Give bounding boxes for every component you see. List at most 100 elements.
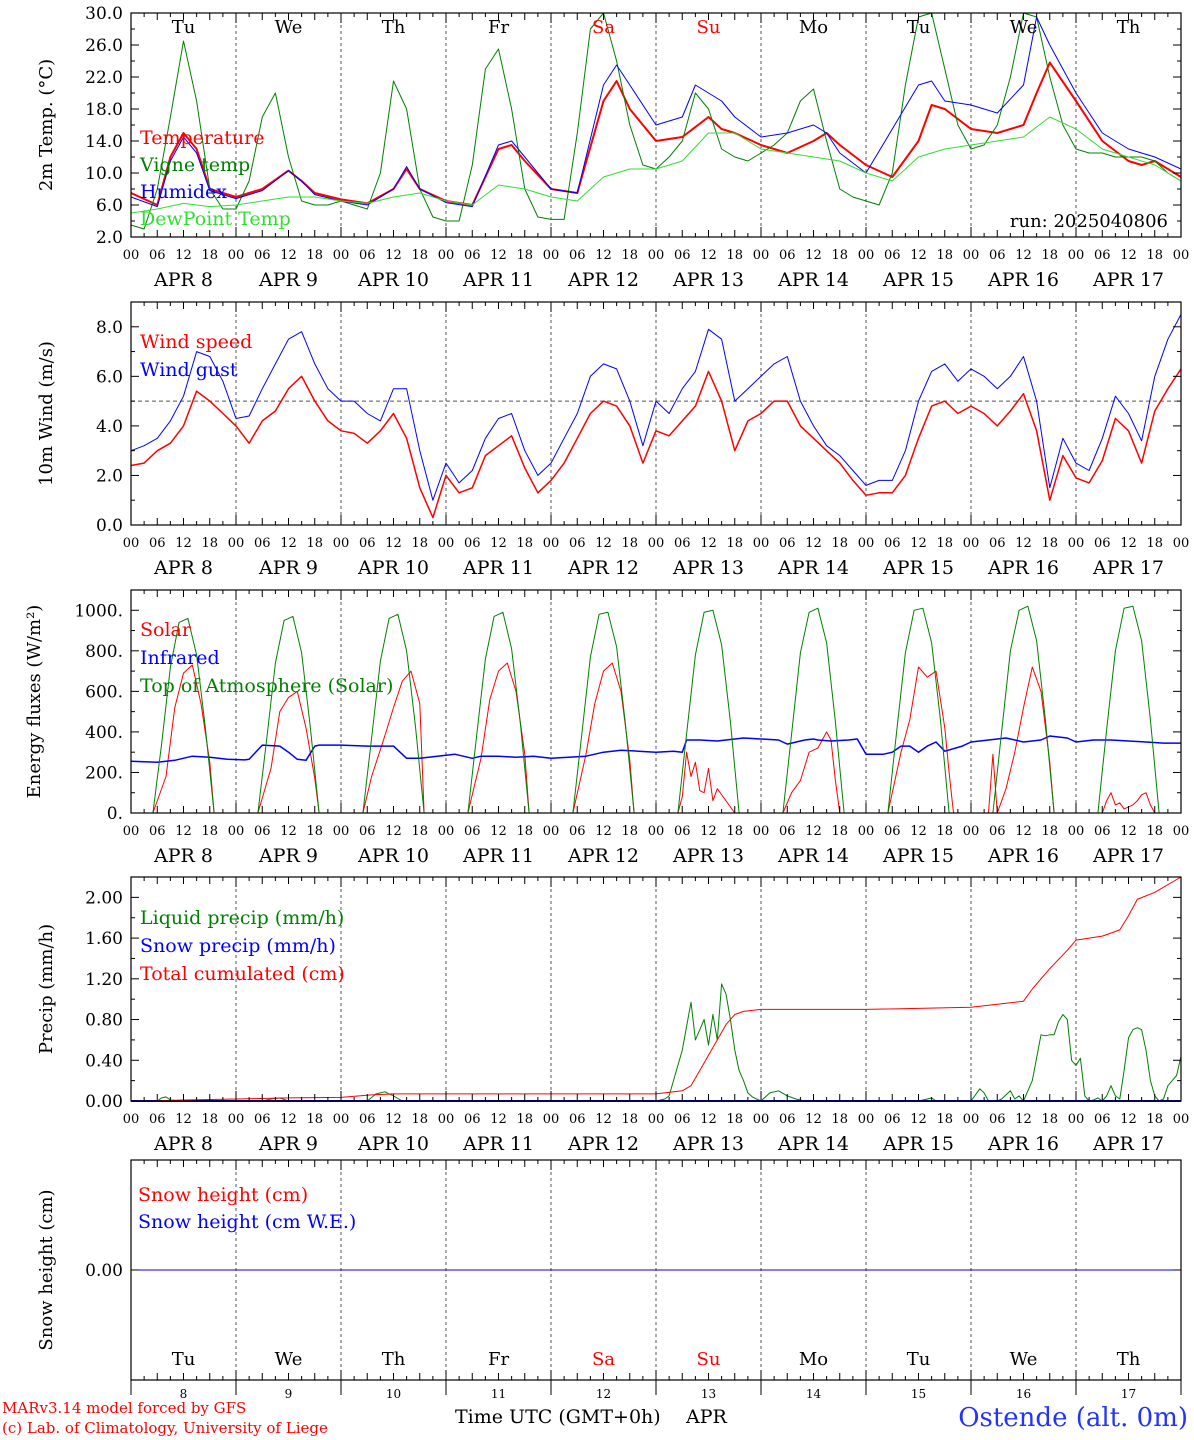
y-tick-label: 2.0 bbox=[96, 228, 123, 248]
hour-tick-label: 06 bbox=[359, 824, 376, 839]
hour-tick-label: 12 bbox=[805, 536, 822, 551]
date-label: APR 14 bbox=[777, 845, 849, 867]
legend-entry: Liquid precip (mm/h) bbox=[140, 907, 344, 929]
date-label: APR 12 bbox=[567, 557, 639, 579]
weekday-label: Tu bbox=[907, 1349, 931, 1370]
hour-tick-label: 00 bbox=[438, 824, 455, 839]
y-tick-label: 30.0 bbox=[85, 4, 123, 24]
hour-tick-label: 06 bbox=[1094, 536, 1111, 551]
weekday-label: We bbox=[275, 17, 303, 38]
hour-tick-label: 18 bbox=[201, 1112, 218, 1127]
y-tick-label: 2.0 bbox=[96, 466, 123, 486]
hour-tick-label: 18 bbox=[726, 1112, 743, 1127]
run-label: run: 2025040806 bbox=[1010, 211, 1168, 232]
hour-tick-label: 18 bbox=[726, 248, 743, 263]
hour-tick-label: 12 bbox=[910, 1112, 927, 1127]
weekday-label: Th bbox=[382, 1349, 406, 1370]
hour-tick-label: 18 bbox=[516, 536, 533, 551]
hour-tick-label: 12 bbox=[385, 1112, 402, 1127]
hour-tick-label: 18 bbox=[411, 248, 428, 263]
hour-tick-label: 06 bbox=[254, 824, 271, 839]
hour-tick-label: 18 bbox=[936, 536, 953, 551]
hour-tick-label: 12 bbox=[1015, 824, 1032, 839]
weekday-label: Tu bbox=[172, 1349, 196, 1370]
series-line-dewpoint-temp bbox=[130, 116, 1182, 214]
weekday-label: Th bbox=[1117, 17, 1141, 38]
hour-tick-label: 18 bbox=[516, 824, 533, 839]
hour-tick-label: 00 bbox=[1173, 248, 1190, 263]
hour-tick-label: 12 bbox=[805, 1112, 822, 1127]
y-tick-label: 400. bbox=[85, 723, 123, 743]
month-label: APR bbox=[685, 1406, 728, 1428]
hour-tick-label: 18 bbox=[306, 824, 323, 839]
hour-tick-label: 06 bbox=[359, 248, 376, 263]
hour-tick-label: 06 bbox=[674, 824, 691, 839]
hour-tick-label: 18 bbox=[201, 824, 218, 839]
date-label: APR 11 bbox=[462, 557, 534, 579]
hour-tick-label: 06 bbox=[149, 536, 166, 551]
hour-tick-label: 18 bbox=[726, 824, 743, 839]
date-label: APR 13 bbox=[672, 1133, 744, 1155]
day-number-label: 17 bbox=[1121, 1387, 1136, 1401]
date-label: APR 8 bbox=[153, 269, 213, 291]
hour-tick-label: 18 bbox=[306, 1112, 323, 1127]
legend-entry: Snow precip (mm/h) bbox=[140, 935, 336, 957]
hour-tick-label: 12 bbox=[1120, 824, 1137, 839]
hour-tick-label: 18 bbox=[1041, 248, 1058, 263]
hour-tick-label: 18 bbox=[1041, 536, 1058, 551]
hour-tick-label: 00 bbox=[543, 536, 560, 551]
hour-tick-label: 00 bbox=[753, 824, 770, 839]
hour-tick-label: 12 bbox=[595, 1112, 612, 1127]
panel-frame bbox=[130, 301, 1182, 526]
weekday-label: Th bbox=[382, 17, 406, 38]
hour-tick-label: 06 bbox=[674, 536, 691, 551]
hour-tick-label: 18 bbox=[621, 1112, 638, 1127]
hour-tick-label: 00 bbox=[753, 248, 770, 263]
y-axis-label: 2m Temp. (°C) bbox=[36, 59, 57, 191]
hour-tick-label: 00 bbox=[1068, 824, 1085, 839]
weekday-label: Mo bbox=[799, 17, 828, 38]
hour-tick-label: 12 bbox=[490, 824, 507, 839]
weekday-label: Su bbox=[697, 17, 721, 38]
y-tick-label: 18.0 bbox=[85, 100, 123, 120]
date-label: APR 11 bbox=[462, 1133, 534, 1155]
hour-tick-label: 00 bbox=[333, 248, 350, 263]
hour-tick-label: 18 bbox=[1146, 1112, 1163, 1127]
y-axis-label: Energy fluxes (W/m²) bbox=[24, 605, 45, 799]
hour-tick-label: 12 bbox=[1120, 536, 1137, 551]
y-tick-label: 6.0 bbox=[96, 367, 123, 387]
text-layer: 2.0 6.0 10.0 14.0 18.0 22.0 26.0 30.0 2m Temp. (… bbox=[24, 4, 1189, 1401]
day-number-label: 15 bbox=[911, 1387, 926, 1401]
hour-tick-label: 06 bbox=[359, 536, 376, 551]
y-axis-label: Precip (mm/h) bbox=[36, 924, 57, 1054]
hour-tick-label: 00 bbox=[648, 824, 665, 839]
hour-tick-label: 12 bbox=[700, 536, 717, 551]
hour-tick-label: 12 bbox=[385, 248, 402, 263]
hour-tick-label: 00 bbox=[1173, 824, 1190, 839]
hour-tick-label: 06 bbox=[569, 536, 586, 551]
y-axis-label: 10m Wind (m/s) bbox=[36, 341, 57, 486]
hour-tick-label: 18 bbox=[306, 536, 323, 551]
weekday-label: Sa bbox=[592, 1349, 615, 1370]
date-label: APR 17 bbox=[1092, 845, 1164, 867]
hour-tick-label: 06 bbox=[1094, 824, 1111, 839]
hour-tick-label: 00 bbox=[228, 536, 245, 551]
hour-tick-label: 00 bbox=[1068, 1112, 1085, 1127]
date-label: APR 16 bbox=[987, 269, 1059, 291]
legend-entry: Solar bbox=[140, 619, 192, 641]
y-tick-label: 600. bbox=[85, 682, 123, 702]
hour-tick-label: 18 bbox=[936, 1112, 953, 1127]
legend-entry: Snow height (cm W.E.) bbox=[138, 1211, 356, 1233]
hour-tick-label: 06 bbox=[779, 824, 796, 839]
hour-tick-label: 00 bbox=[963, 824, 980, 839]
hour-tick-label: 00 bbox=[963, 1112, 980, 1127]
hour-tick-label: 00 bbox=[1173, 1112, 1190, 1127]
hour-tick-label: 06 bbox=[884, 1112, 901, 1127]
hour-tick-label: 18 bbox=[1146, 824, 1163, 839]
date-label: APR 17 bbox=[1092, 269, 1164, 291]
weekday-label: Mo bbox=[799, 1349, 828, 1370]
hour-tick-label: 12 bbox=[700, 1112, 717, 1127]
date-label: APR 15 bbox=[882, 845, 954, 867]
weekday-label: We bbox=[275, 1349, 303, 1370]
